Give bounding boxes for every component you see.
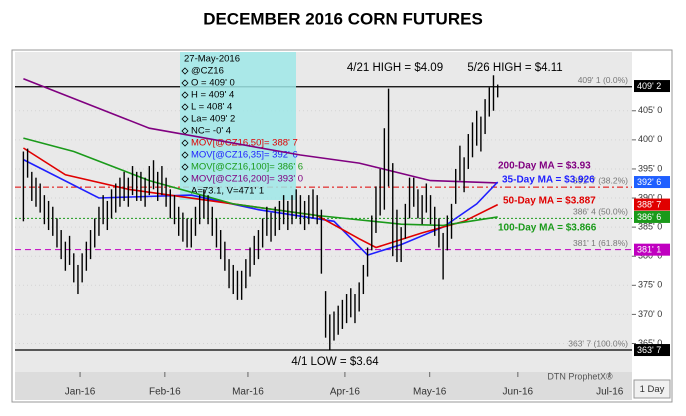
y-tick-label: 365' 0 bbox=[638, 338, 662, 348]
level-label: 381' 1 (61.8%) bbox=[573, 238, 628, 248]
level-label: 391' 7 (38.2%) bbox=[573, 175, 628, 185]
annotation: DTN ProphetX® bbox=[547, 371, 613, 381]
x-tick-label: Mar-16 bbox=[232, 387, 264, 398]
data-window-line: L = 408' 4 bbox=[191, 102, 232, 113]
y-tick-label: 390' 0 bbox=[638, 192, 662, 202]
ma-label: 50-Day MA = $3.887 bbox=[503, 196, 596, 207]
interval-box bbox=[633, 379, 671, 399]
diamond bbox=[181, 115, 189, 123]
diamond bbox=[181, 67, 189, 75]
diamond bbox=[181, 79, 189, 87]
data-window-line: La= 409' 2 bbox=[191, 114, 235, 125]
x-tick-label: Jun-16 bbox=[503, 387, 534, 398]
price-box bbox=[634, 243, 670, 256]
data-window-line: MOV[@CZ16,50]= 388' 7 bbox=[191, 138, 298, 149]
price-box-label: 363' 7 bbox=[637, 345, 661, 355]
price-box bbox=[634, 344, 670, 357]
annotation: 5/26 HIGH = $4.11 bbox=[467, 62, 562, 74]
ma-label: 200-Day MA = $3.93 bbox=[498, 161, 591, 172]
annotation: 4/21 HIGH = $4.09 bbox=[347, 62, 443, 74]
price-box bbox=[634, 198, 670, 211]
level-label: 386' 4 (50.0%) bbox=[573, 207, 628, 217]
time-axis bbox=[15, 372, 632, 400]
x-tick-label: May-16 bbox=[413, 387, 447, 398]
data-window-line: A=73.1, V=471' 1 bbox=[191, 186, 264, 197]
data-window-line: @CZ16 bbox=[191, 66, 224, 77]
ma-line bbox=[23, 78, 498, 184]
x-tick-label: Apr-16 bbox=[330, 387, 360, 398]
ma-label: 100-Day MA = $3.866 bbox=[498, 223, 597, 234]
x-tick-label: Jan-16 bbox=[65, 387, 96, 398]
level-label: 363' 7 (100.0%) bbox=[568, 338, 628, 348]
price-box bbox=[634, 210, 670, 223]
chart-title: DECEMBER 2016 CORN FUTURES bbox=[203, 9, 483, 28]
price-box-label: 392' 6 bbox=[637, 177, 661, 187]
price-box-label: 386' 6 bbox=[637, 212, 661, 222]
plot-area bbox=[15, 52, 632, 372]
y-tick-label: 375' 0 bbox=[638, 280, 662, 290]
level-label: 409' 1 (0.0%) bbox=[578, 75, 628, 85]
data-window-line: MOV[@CZ16,35]= 392' 6 bbox=[191, 150, 298, 161]
price-box-label: 381' 1 bbox=[637, 245, 661, 255]
ma-label: 35-Day MA = $3.926 bbox=[502, 175, 595, 186]
diamond bbox=[181, 103, 189, 111]
y-tick-label: 405' 0 bbox=[638, 105, 662, 115]
price-box bbox=[634, 176, 670, 189]
y-tick-label: 370' 0 bbox=[638, 309, 662, 319]
price-box bbox=[634, 80, 670, 93]
data-window-line: H = 409' 4 bbox=[191, 90, 234, 101]
interval-label: 1 Day bbox=[640, 384, 665, 395]
data-window-line: MOV[@CZ16,100]= 386' 6 bbox=[191, 162, 303, 173]
y-tick-label: 395' 0 bbox=[638, 163, 662, 173]
ma-line bbox=[22, 147, 499, 249]
y-tick-label: 385' 0 bbox=[638, 222, 662, 232]
price-box-label: 409' 2 bbox=[637, 81, 661, 91]
diamond bbox=[181, 139, 189, 147]
x-tick-label: Jul-16 bbox=[596, 387, 624, 398]
data-window-line: 27-May-2016 bbox=[184, 54, 240, 65]
data-window-line: NC= -0' 4 bbox=[191, 126, 231, 137]
diamond bbox=[181, 151, 189, 159]
data-window-line: MOV[@CZ16,200]= 393' 0 bbox=[191, 174, 303, 185]
diamond bbox=[181, 175, 189, 183]
x-tick-label: Feb-16 bbox=[149, 387, 181, 398]
data-window bbox=[180, 52, 296, 200]
diamond bbox=[181, 163, 189, 171]
annotation: 4/1 LOW = $3.64 bbox=[291, 356, 379, 368]
data-window-line: O = 409' 0 bbox=[191, 78, 235, 89]
diamond bbox=[181, 91, 189, 99]
price-box-label: 388' 7 bbox=[637, 199, 661, 209]
y-tick-label: 400' 0 bbox=[638, 134, 662, 144]
